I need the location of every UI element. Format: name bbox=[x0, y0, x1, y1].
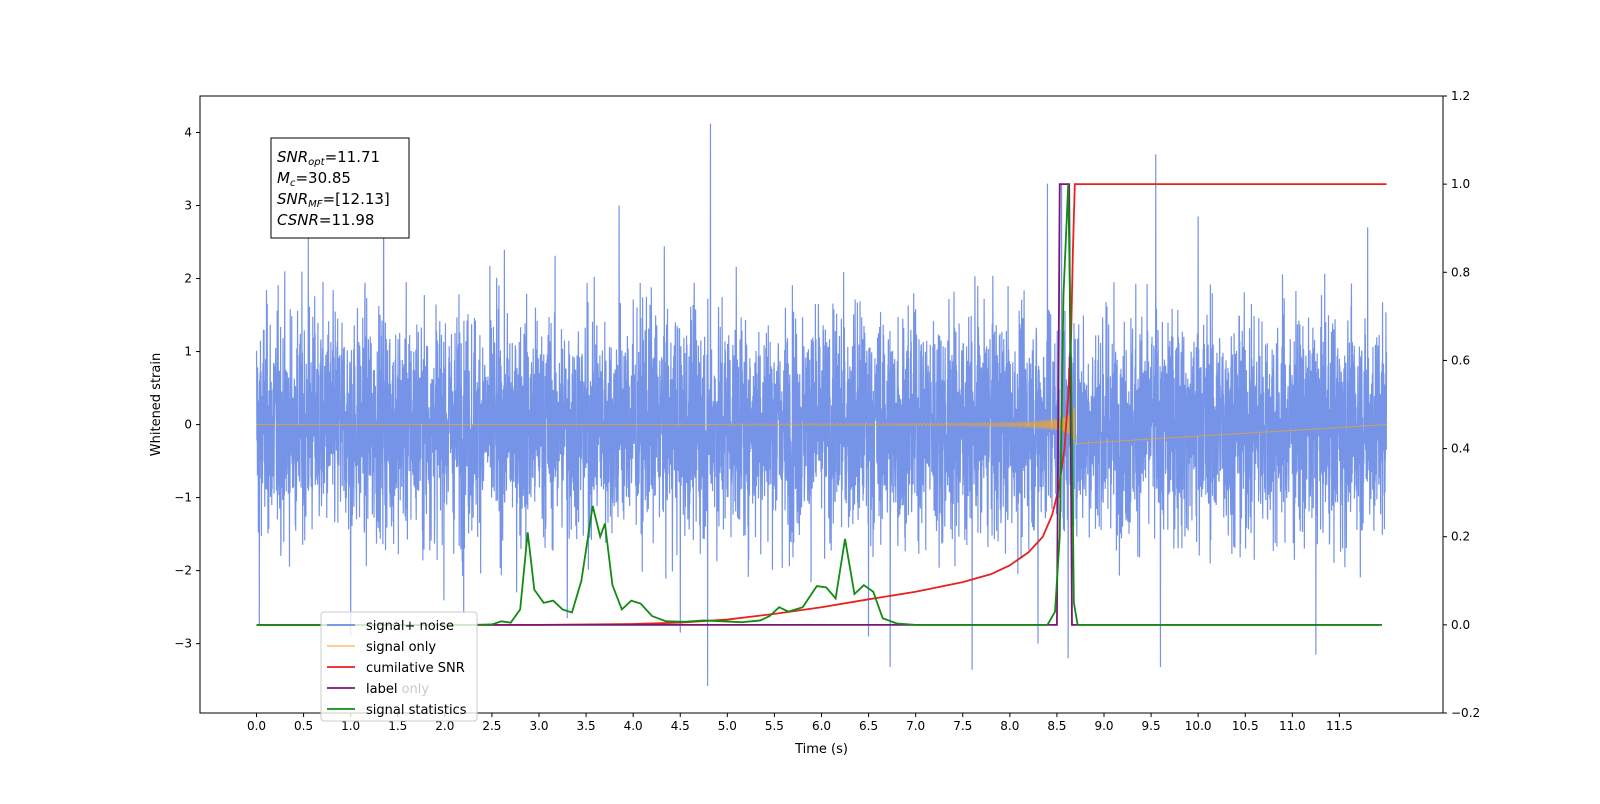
annotation-subscript: opt bbox=[308, 157, 325, 168]
y-axis-label: Whitened strain bbox=[149, 353, 164, 456]
y2-tick-label: 0.2 bbox=[1451, 530, 1470, 544]
x-axis-label: Time (s) bbox=[794, 742, 848, 757]
annotation-symbol: SNR bbox=[277, 190, 308, 208]
series-line-signal-only bbox=[256, 407, 1387, 445]
x-tick-label: 11.0 bbox=[1279, 719, 1306, 733]
annotation-subscript: MF bbox=[308, 199, 323, 210]
y-tick-label: −3 bbox=[174, 637, 192, 651]
x-tick-label: 8.0 bbox=[1000, 719, 1019, 733]
annotation-frame bbox=[270, 137, 410, 239]
annotation-line: Mc=30.85 bbox=[277, 169, 351, 189]
x-tick-label: 2.0 bbox=[435, 719, 454, 733]
y2-tick-label: 0.4 bbox=[1451, 442, 1470, 456]
annotation-symbol: M bbox=[277, 169, 290, 187]
y2-tick-label: 1.2 bbox=[1451, 89, 1470, 103]
legend-ghost-label: label only bbox=[366, 682, 429, 697]
legend-label: signal+ noise bbox=[366, 619, 454, 634]
legend-label: signal only bbox=[366, 640, 436, 655]
series-line-signal-statistics bbox=[256, 184, 1382, 626]
annotation-lines: SNRopt=11.71Mc=30.85SNRMF=[12.13]CSNR=11… bbox=[277, 148, 390, 229]
y2-tick-label: −0.2 bbox=[1451, 706, 1480, 720]
annotation-value: =[12.13] bbox=[323, 190, 390, 208]
annotation-subscript: c bbox=[290, 178, 296, 189]
y2-tick-label: 1.0 bbox=[1451, 177, 1470, 191]
x-tick-label: 4.0 bbox=[624, 719, 643, 733]
annotation-value: =11.71 bbox=[325, 148, 381, 166]
x-tick-label: 8.5 bbox=[1047, 719, 1066, 733]
legend-frame bbox=[320, 611, 478, 722]
annotation-value: =11.98 bbox=[319, 211, 375, 229]
x-tick-label: 0.0 bbox=[247, 719, 266, 733]
y-tick-label: −1 bbox=[174, 491, 192, 505]
legend-entries: signal+ noise signal only cumilative SNR la… bbox=[327, 619, 467, 718]
legend-label: cumilative SNR bbox=[366, 661, 465, 676]
series-line-signal-noise bbox=[255, 123, 1388, 686]
annotation-value: =30.85 bbox=[295, 169, 351, 187]
x-tick-label: 6.5 bbox=[859, 719, 878, 733]
legend-label: signal statistics bbox=[366, 703, 467, 718]
x-tick-label: 0.5 bbox=[294, 719, 313, 733]
legend: signal+ noise signal only cumilative SNR la… bbox=[320, 611, 478, 722]
y-tick-label: 1 bbox=[184, 345, 192, 359]
legend-label: label bbox=[366, 682, 397, 697]
annotation-line: SNRopt=11.71 bbox=[277, 148, 380, 168]
axes-layer: 0.0 0.5 1.0 1.5 2.0 2.5 3.0 3.5 4.0 4.5 5.0 5.5 6.0 6… bbox=[174, 89, 1480, 733]
x-tick-label: 10.0 bbox=[1185, 719, 1212, 733]
x-tick-label: 1.0 bbox=[341, 719, 360, 733]
annotation-line: CSNR=11.98 bbox=[277, 211, 374, 229]
y-tick-label: 2 bbox=[184, 272, 192, 286]
x-tick-label: 5.5 bbox=[765, 719, 784, 733]
annotation-line: SNRMF=[12.13] bbox=[277, 190, 390, 210]
x-tick-label: 7.0 bbox=[906, 719, 925, 733]
x-tick-label: 5.0 bbox=[718, 719, 737, 733]
y2-tick-label: 0.8 bbox=[1451, 265, 1470, 279]
x-tick-label: 4.5 bbox=[671, 719, 690, 733]
annotation-symbol: CSNR bbox=[277, 211, 319, 229]
y2-tick-label: 0.6 bbox=[1451, 353, 1470, 367]
x-tick-label: 2.5 bbox=[482, 719, 501, 733]
x-tick-label: 9.0 bbox=[1094, 719, 1113, 733]
annotation-box: SNRopt=11.71Mc=30.85SNRMF=[12.13]CSNR=11… bbox=[270, 137, 410, 239]
x-tick-label: 6.0 bbox=[812, 719, 831, 733]
y-tick-label: 4 bbox=[184, 126, 192, 140]
y-tick-label: −2 bbox=[174, 564, 192, 578]
y2-tick-label: 0.0 bbox=[1451, 618, 1470, 632]
x-tick-label: 11.5 bbox=[1326, 719, 1353, 733]
y-tick-label: 3 bbox=[184, 199, 192, 213]
y-tick-label: 0 bbox=[184, 418, 192, 432]
x-tick-label: 9.5 bbox=[1142, 719, 1161, 733]
x-tick-label: 7.5 bbox=[953, 719, 972, 733]
legend-ghost-label: signal only bbox=[366, 640, 436, 655]
series-layer bbox=[255, 123, 1388, 686]
x-tick-label: 1.5 bbox=[388, 719, 407, 733]
x-tick-label: 10.5 bbox=[1232, 719, 1259, 733]
x-tick-label: 3.0 bbox=[529, 719, 548, 733]
annotation-symbol: SNR bbox=[277, 148, 308, 166]
x-tick-label: 3.5 bbox=[577, 719, 596, 733]
